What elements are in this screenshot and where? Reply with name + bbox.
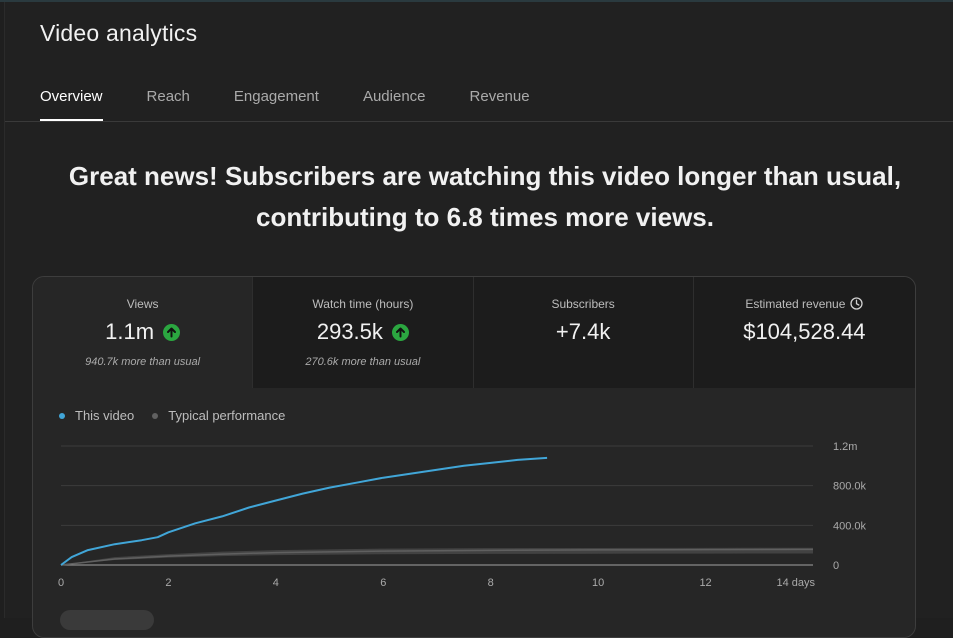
legend-dot-icon xyxy=(152,412,159,419)
typical-performance-line xyxy=(60,548,814,566)
legend-label: This video xyxy=(75,408,135,423)
legend-item-this-video[interactable]: This video xyxy=(59,408,134,423)
metric-views[interactable]: Views 1.1m 940.7k more than usual xyxy=(33,277,254,388)
insight-headline: Great news! Subscribers are watching thi… xyxy=(68,161,902,232)
metric-value: 1.1m xyxy=(105,319,155,344)
x-tick-label: 8 xyxy=(488,577,494,589)
overview-card: Views 1.1m 940.7k more than usual Watch … xyxy=(32,276,916,638)
tab-revenue[interactable]: Revenue xyxy=(469,88,530,105)
y-tick-label: 1.2m xyxy=(833,441,857,453)
this-video-line xyxy=(60,456,548,566)
window-top-border xyxy=(0,0,953,2)
y-tick-label: 0 xyxy=(833,560,839,572)
page-title: Video analytics xyxy=(40,20,198,46)
metric-estimated-revenue[interactable]: Estimated revenue $104,528.44 xyxy=(693,277,915,388)
see-more-button[interactable] xyxy=(60,610,154,630)
typical-performance-band xyxy=(61,547,813,565)
legend-label: Typical performance xyxy=(168,408,286,423)
clock-icon xyxy=(850,297,864,310)
metric-value: $104,528.44 xyxy=(743,319,866,344)
metric-note: 940.7k more than usual xyxy=(85,356,201,368)
tab-bar: Overview Reach Engagement Audience Reven… xyxy=(40,88,574,122)
tab-reach[interactable]: Reach xyxy=(146,88,190,105)
metric-watch-time[interactable]: Watch time (hours) 293.5k 270.6k more th… xyxy=(253,277,474,388)
y-tick-label: 400.0k xyxy=(833,520,867,532)
x-tick-label: 10 xyxy=(592,577,604,589)
metric-tiles: Views 1.1m 940.7k more than usual Watch … xyxy=(33,277,915,388)
metric-label: Estimated revenue xyxy=(745,297,846,311)
chart-legend: This video Typical performance xyxy=(59,408,303,423)
x-tick-label: 6 xyxy=(380,577,386,589)
y-tick-label: 800.0k xyxy=(833,481,867,493)
metric-value: 293.5k xyxy=(316,319,383,344)
video-analytics-page: Video analytics Overview Reach Engagemen… xyxy=(4,2,953,638)
x-tick-label: 12 xyxy=(699,577,711,589)
legend-item-typical[interactable]: Typical performance xyxy=(152,408,285,423)
legend-dot-icon xyxy=(59,412,65,419)
metric-label: Subscribers xyxy=(551,297,615,311)
metric-subscribers[interactable]: Subscribers +7.4k xyxy=(473,277,694,388)
metric-note: 270.6k more than usual xyxy=(305,356,421,368)
x-tick-label: 4 xyxy=(273,577,279,589)
arrow-up-circle-icon xyxy=(391,323,409,341)
views-line-chart[interactable]: 0 400.0k 800.0k 1.2m 0 2 4 6 8 10 12 14 days xyxy=(33,427,915,597)
x-tick-label: 0 xyxy=(58,577,64,589)
tab-audience[interactable]: Audience xyxy=(362,88,426,105)
metric-label: Views xyxy=(126,297,159,311)
metric-label: Watch time (hours) xyxy=(312,297,414,311)
x-tick-label: 14 days xyxy=(776,577,815,589)
tabs-divider xyxy=(5,121,953,122)
arrow-up-circle-icon xyxy=(163,323,181,341)
metric-value: +7.4k xyxy=(555,319,611,344)
tab-overview[interactable]: Overview xyxy=(40,88,103,122)
x-tick-label: 2 xyxy=(165,577,171,589)
tab-engagement[interactable]: Engagement xyxy=(233,88,319,105)
